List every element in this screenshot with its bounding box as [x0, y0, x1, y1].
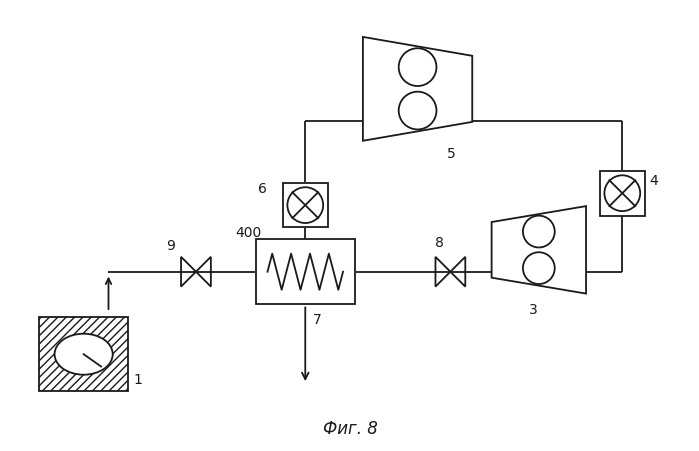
Text: 6: 6: [257, 182, 266, 196]
Circle shape: [605, 175, 640, 211]
Polygon shape: [450, 257, 466, 287]
Bar: [39, 317, 129, 391]
Text: 3: 3: [529, 304, 538, 318]
Polygon shape: [491, 206, 586, 294]
Polygon shape: [435, 257, 450, 287]
Polygon shape: [363, 37, 473, 141]
Text: 7: 7: [313, 313, 322, 327]
Text: Фиг. 8: Фиг. 8: [322, 420, 377, 438]
Text: 4: 4: [649, 174, 658, 188]
Bar: [256, 239, 355, 304]
Bar: [283, 183, 328, 227]
Polygon shape: [196, 257, 211, 287]
Text: 400: 400: [236, 226, 262, 240]
Text: 1: 1: [134, 373, 142, 387]
Text: 5: 5: [447, 147, 456, 161]
Ellipse shape: [55, 334, 113, 375]
Polygon shape: [181, 257, 196, 287]
Bar: [600, 171, 644, 216]
Text: 9: 9: [166, 239, 175, 253]
Text: 8: 8: [435, 236, 445, 250]
Circle shape: [287, 187, 323, 223]
